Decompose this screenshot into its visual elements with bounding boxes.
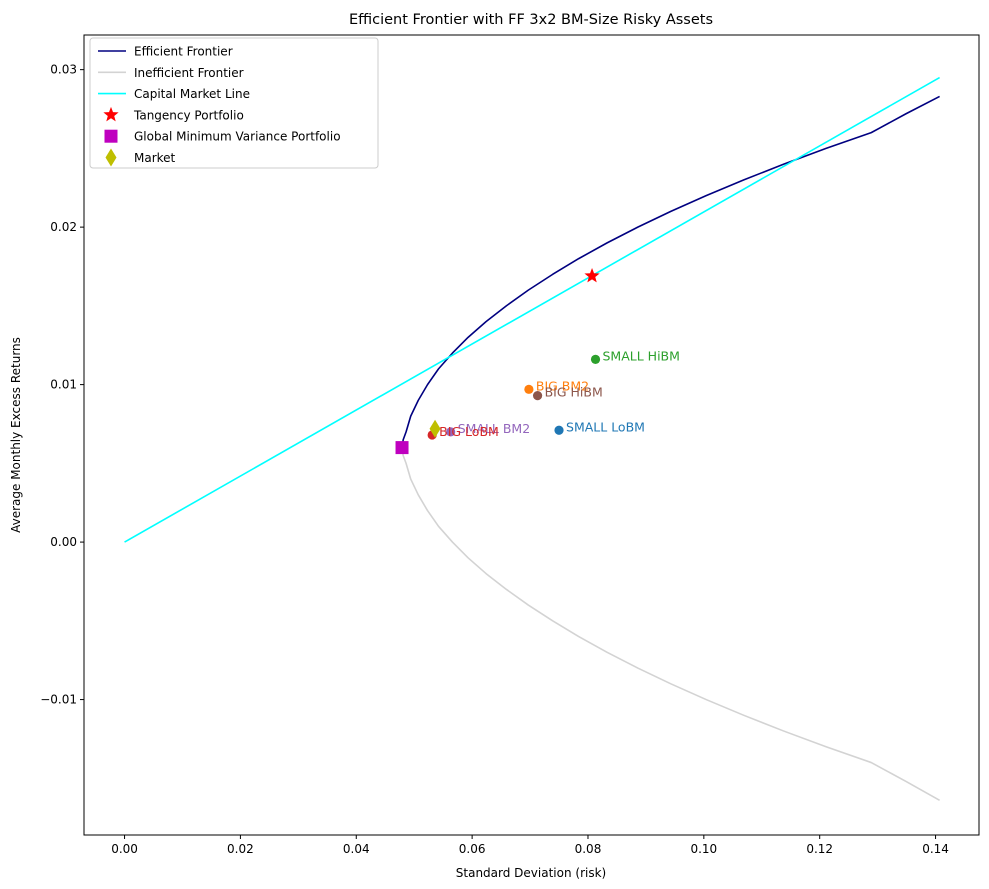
x-tick-label: 0.04 bbox=[343, 842, 370, 856]
x-tick-label: 0.10 bbox=[690, 842, 717, 856]
legend-label-global-minimum-variance-portfolio: Global Minimum Variance Portfolio bbox=[134, 130, 341, 144]
y-axis-title: Average Monthly Excess Returns bbox=[9, 337, 23, 533]
asset-label-small-lobm: SMALL LoBM bbox=[566, 419, 645, 434]
capital-market-line-line bbox=[124, 76, 941, 543]
legend-label-market: Market bbox=[134, 151, 176, 165]
chart-title: Efficient Frontier with FF 3x2 BM-Size R… bbox=[349, 12, 713, 28]
asset-point-big-bm2 bbox=[524, 384, 534, 394]
x-tick-label: 0.08 bbox=[575, 842, 602, 856]
asset-label-small-hibm: SMALL HiBM bbox=[603, 348, 680, 363]
axis-ticks: 0.00 0.02 0.04 0.06 0.08 0.10 0.12 0.14 −0.01 0.0… bbox=[40, 63, 949, 856]
y-tick-label: 0.03 bbox=[50, 63, 77, 77]
x-tick-label: 0.02 bbox=[227, 842, 254, 856]
x-tick-label: 0.14 bbox=[922, 842, 949, 856]
legend-label-inefficient-frontier: Inefficient Frontier bbox=[134, 66, 244, 80]
asset-point-small-lobm bbox=[554, 425, 564, 435]
legend-swatch-global-minimum-variance-portfolio bbox=[104, 129, 118, 143]
x-axis-title: Standard Deviation (risk) bbox=[456, 866, 606, 880]
asset-label-small-bm2: SMALL BM2 bbox=[458, 421, 531, 436]
plot-frame bbox=[83, 34, 980, 836]
y-tick-label: −0.01 bbox=[40, 693, 77, 707]
y-tick-label: 0.01 bbox=[50, 378, 77, 392]
global-minimum-variance-portfolio-marker bbox=[395, 441, 409, 455]
asset-label-big-bm2: BIG BM2 bbox=[536, 378, 589, 393]
legend: Efficient Frontier Inefficient Frontier Ca… bbox=[89, 37, 379, 169]
asset-point-small-bm2 bbox=[446, 427, 456, 437]
inefficient-frontier-line bbox=[401, 447, 941, 802]
tangency-portfolio-marker bbox=[584, 267, 600, 283]
legend-label-capital-market-line: Capital Market Line bbox=[134, 87, 250, 101]
legend-swatch-market bbox=[105, 148, 117, 167]
x-tick-label: 0.12 bbox=[806, 842, 833, 856]
x-tick-label: 0.06 bbox=[459, 842, 486, 856]
asset-label-big-hibm: BIG HiBM bbox=[545, 385, 603, 400]
y-tick-label: 0.02 bbox=[50, 220, 77, 234]
asset-point-small-hibm bbox=[590, 354, 601, 365]
legend-box bbox=[89, 37, 379, 169]
legend-swatch-tangency-portfolio bbox=[103, 106, 119, 122]
legend-label-tangency-portfolio: Tangency Portfolio bbox=[133, 108, 244, 122]
asset-label-big-lobm: BIG LoBM bbox=[439, 424, 499, 439]
plot-area: SMALL LoBM SMALL BM2 SMALL HiBM BIG LoBM BIG… bbox=[124, 76, 941, 802]
x-tick-label: 0.00 bbox=[111, 842, 138, 856]
legend-label-efficient-frontier: Efficient Frontier bbox=[134, 45, 233, 59]
market-marker bbox=[429, 419, 441, 438]
y-tick-label: 0.00 bbox=[50, 535, 77, 549]
asset-point-big-hibm bbox=[532, 391, 543, 401]
